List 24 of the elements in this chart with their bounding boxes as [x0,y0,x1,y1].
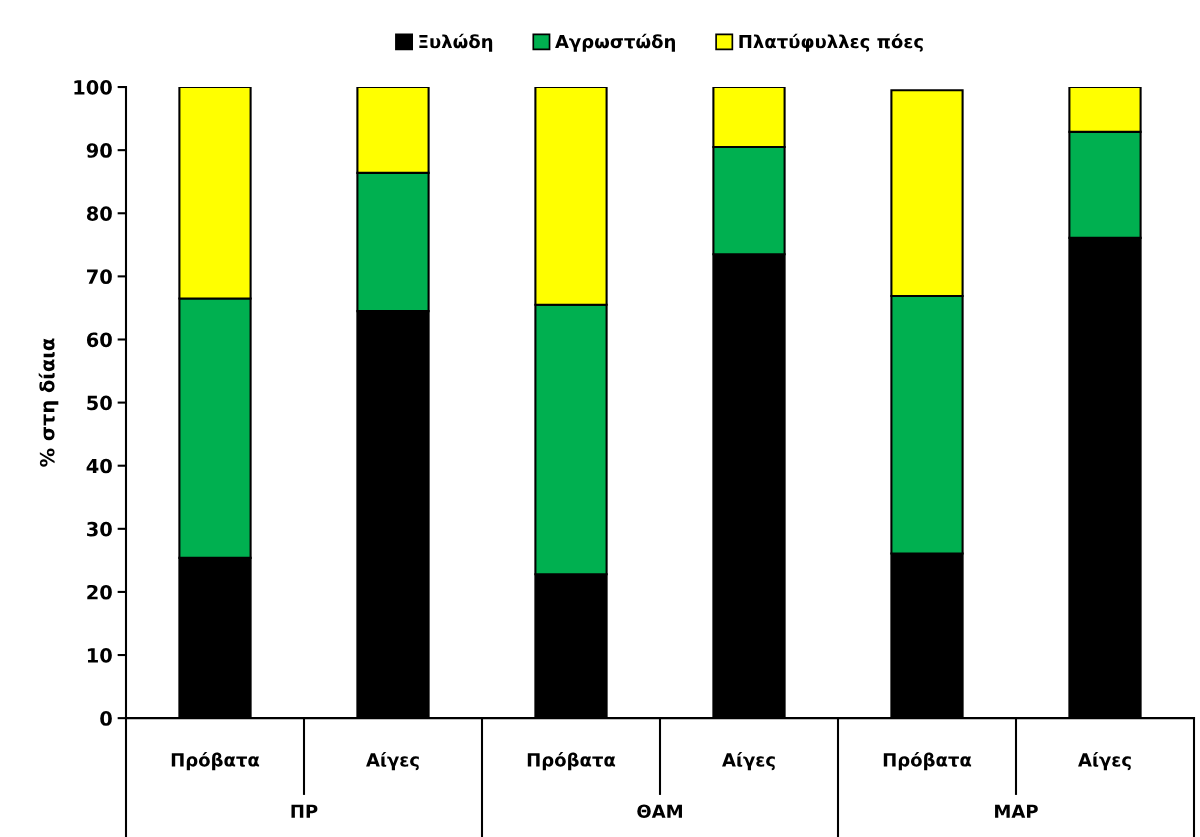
y-tick-label: 60 [86,332,112,348]
text: ΠΡ [291,804,318,818]
y-tick-label: 0 [100,711,112,726]
x-tick-label: Αίγες [1078,751,1131,771]
x-tick-label: Πρόβατα [883,751,972,771]
x-tick-label: Πρόβατα [527,751,616,771]
text: ΜΑΡ [995,804,1038,818]
x-tick-label: Αίγες [722,751,775,771]
y-tick-label: 90 [86,143,112,158]
x-tick-label: Πρόβατα [171,751,260,771]
x-tick-label: Αίγες [366,751,419,771]
y-tick-label: 20 [87,584,112,600]
y-tick-label: 50 [87,395,112,411]
y-tick-label: 100 [74,80,112,95]
y-axis-title: % στη δίαια [38,338,59,467]
y-tick-label: 40 [86,458,112,474]
legend-label: Ξυλώδη [419,33,493,52]
text: ΘΑΜ [637,804,682,819]
y-tick-label: 70 [87,269,112,285]
y-tick-label: 80 [86,206,112,221]
legend-label: Πλατύφυλλες πόες [739,33,923,52]
y-tick-label: 30 [87,521,112,537]
y-tick-label: 10 [87,647,112,663]
legend-label: Αγρωστώδη [555,33,675,52]
